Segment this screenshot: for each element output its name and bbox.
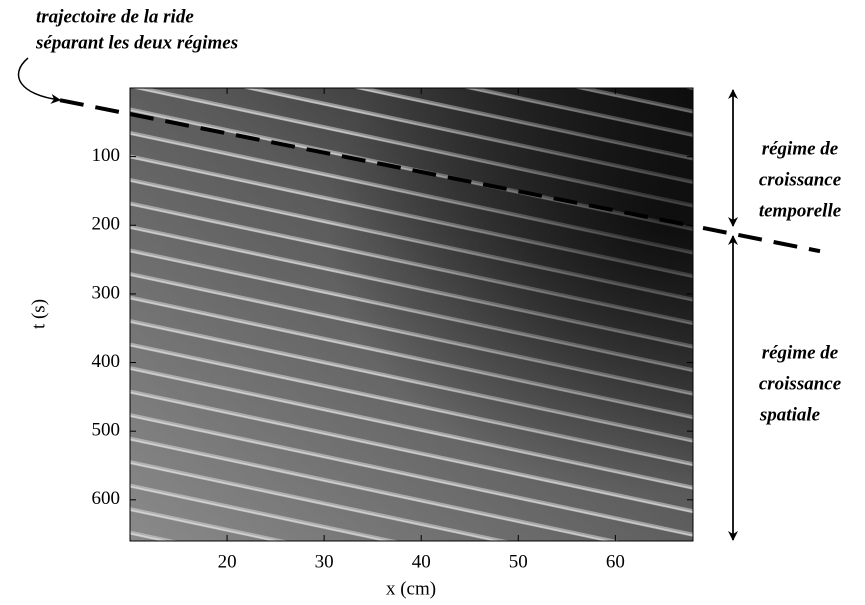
annotation: spatiale [759,404,821,425]
annotation: croissance [759,373,842,394]
annotation: séparant les deux régimes [35,32,238,53]
plot-frame [129,87,694,542]
annotation: croissance [759,169,842,190]
x-tick-label: 60 [606,551,625,572]
trajectory-extension [702,225,821,254]
y-tick-label: 200 [92,214,121,235]
y-tick-label: 600 [92,488,121,509]
x-tick-label: 20 [218,551,237,572]
x-axis-label: x (cm) [386,578,436,599]
annotation: régime de [762,138,839,159]
annotation: régime de [762,342,839,363]
y-tick-label: 300 [92,282,121,303]
annotation: temporelle [759,200,842,221]
x-tick-label: 40 [412,551,431,572]
image-field [130,88,693,541]
annotation-arrow [17,57,61,104]
ride-trajectory [129,112,694,228]
trajectory-extension [59,98,131,117]
x-tick-label: 30 [315,551,334,572]
annotation: trajectoire de la ride [36,6,194,27]
x-tick-label: 50 [509,551,528,572]
y-axis-label: t (s) [28,299,49,329]
y-tick-label: 400 [92,351,121,372]
y-tick-label: 100 [92,145,121,166]
y-tick-label: 500 [92,420,121,441]
